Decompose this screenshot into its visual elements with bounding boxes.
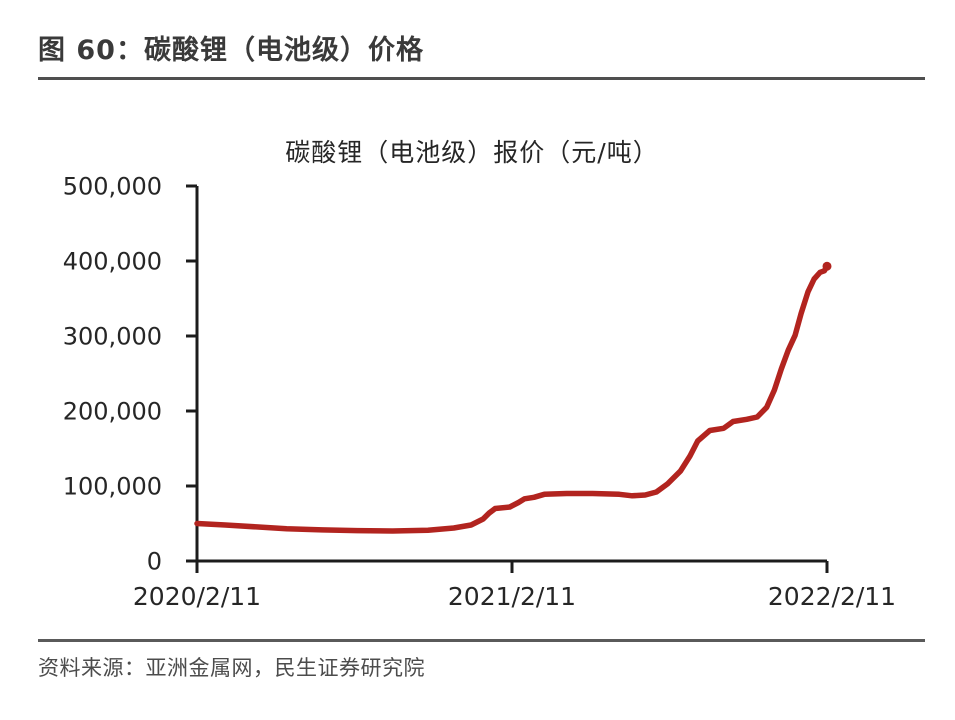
y-tick-label: 400,000 — [63, 247, 162, 275]
x-tick-label: 2020/2/11 — [133, 582, 261, 611]
source-text: 资料来源：亚洲金属网，民生证券研究院 — [38, 656, 425, 680]
chart-title: 碳酸锂（电池级）报价（元/吨） — [285, 138, 659, 167]
price-line — [194, 263, 830, 534]
y-tick-label: 0 — [147, 547, 162, 575]
y-tick-label: 200,000 — [63, 397, 162, 425]
x-tick-label: 2022/2/11 — [768, 582, 896, 611]
y-tick-label: 300,000 — [63, 322, 162, 350]
x-tick-label: 2021/2/11 — [448, 582, 576, 611]
figure-title: 图 60：碳酸锂（电池级）价格 — [38, 35, 424, 66]
y-tick-label: 500,000 — [63, 172, 162, 200]
y-tick-label: 100,000 — [63, 472, 162, 500]
title-divider — [38, 77, 925, 80]
line-end-marker — [822, 261, 832, 271]
source-divider — [38, 639, 925, 642]
